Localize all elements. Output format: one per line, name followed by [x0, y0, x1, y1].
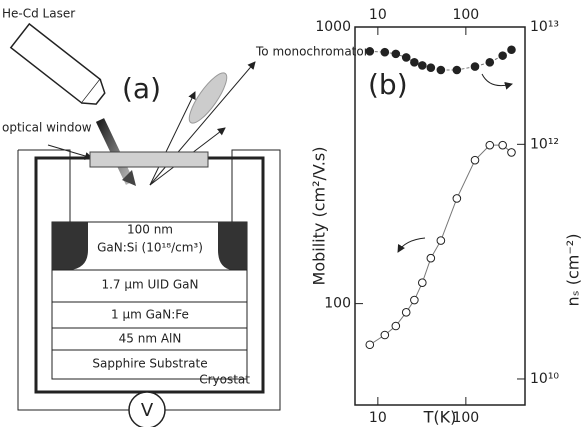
x-top-tick-label: 100 — [452, 7, 479, 23]
layer: 100 nm — [127, 223, 173, 237]
layer: GaN:Si (10¹⁸/cm³) — [97, 241, 203, 255]
layer: Sapphire Substrate — [92, 357, 207, 371]
point — [437, 237, 445, 245]
point — [392, 50, 400, 58]
layer: 1.7 μm UID GaN — [101, 278, 198, 292]
y-axis-label: Mobility (cm²/V.s) — [310, 147, 329, 286]
panel-a: (a) — [122, 72, 161, 105]
x-tick-label: 100 — [452, 410, 479, 426]
contact — [52, 222, 88, 270]
x-axis-label: T(K) — [423, 408, 457, 427]
series-arrow — [482, 74, 512, 86]
ray — [150, 92, 195, 185]
point — [402, 54, 410, 62]
point — [419, 62, 427, 70]
contact — [218, 222, 247, 270]
point — [486, 59, 494, 67]
point — [471, 156, 479, 164]
window — [90, 152, 208, 167]
y2-tick-label: 10¹⁰ — [530, 371, 559, 387]
series-arrow — [398, 238, 425, 252]
point — [381, 331, 389, 339]
point — [437, 66, 445, 74]
chart: (b) T(K) Mobility (cm²/V.s) nₛ (cm⁻²) 10… — [310, 7, 583, 427]
point — [508, 149, 516, 157]
panel-b: (b) — [368, 68, 408, 101]
figure: He-Cd Laser (a) To monochromator optical… — [0, 0, 588, 427]
lens — [183, 68, 232, 127]
laser-label: He-Cd Laser — [2, 7, 75, 21]
y2-tick-label: 10¹² — [530, 136, 559, 152]
point — [453, 195, 461, 203]
x-tick-label: 10 — [369, 410, 387, 426]
detector-label: To monochromator — [255, 45, 369, 59]
y-tick-label: 100 — [324, 296, 351, 312]
point — [499, 52, 507, 60]
point — [381, 48, 389, 56]
window-label: optical window — [2, 121, 92, 135]
layer: 45 nm AlN — [119, 332, 182, 346]
point — [486, 141, 494, 149]
layer: 1 μm GaN:Fe — [111, 308, 189, 322]
series-line — [370, 145, 512, 345]
point — [427, 64, 435, 72]
x-top-tick-label: 10 — [369, 7, 387, 23]
point — [427, 254, 435, 262]
point — [392, 322, 400, 330]
y2-tick-label: 10¹³ — [530, 19, 559, 35]
point — [508, 46, 516, 54]
laser — [11, 24, 110, 110]
point — [366, 48, 374, 56]
y2-axis-label: nₛ (cm⁻²) — [564, 234, 583, 307]
point — [411, 296, 419, 304]
cryostat-label: Cryostat — [199, 373, 250, 387]
y-tick-label: 1000 — [315, 19, 351, 35]
point — [499, 141, 507, 149]
voltmeter-label: V — [141, 400, 154, 421]
point — [402, 309, 410, 317]
point — [411, 59, 419, 67]
point — [471, 63, 479, 71]
point — [453, 66, 461, 74]
point — [419, 279, 427, 287]
point — [366, 341, 374, 349]
